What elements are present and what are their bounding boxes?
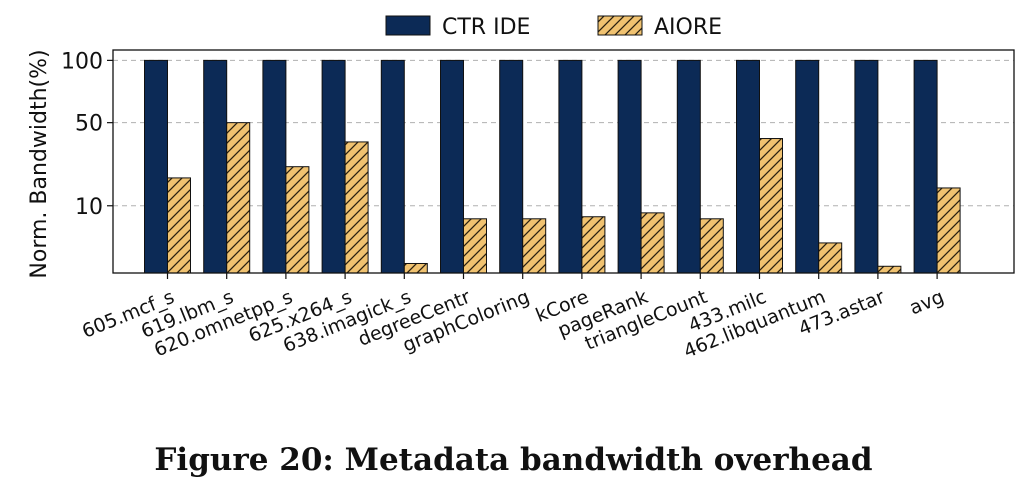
bar-aiore — [463, 218, 487, 274]
bar-ctr-ide — [499, 59, 524, 274]
x-ticks: 605.mcf_s619.lbm_s620.omnetpp_s625.x264_… — [79, 273, 947, 363]
bar-ctr-ide — [321, 59, 346, 274]
bar-ctr-ide — [617, 59, 642, 274]
bar-aiore — [167, 177, 191, 274]
bar-ctr-ide — [854, 59, 879, 274]
legend: CTR IDE AIORE — [385, 15, 722, 40]
y-tick-label: 100 — [61, 49, 103, 74]
bar-ctr-ide — [262, 59, 287, 274]
y-axis-label: Norm. Bandwidth(%) — [27, 49, 52, 278]
bar-aiore — [581, 216, 606, 274]
legend-label: AIORE — [654, 15, 722, 40]
plot-frame — [112, 49, 1015, 274]
bar-aiore — [818, 242, 843, 274]
bar-aiore — [936, 187, 961, 274]
bar-ctr-ide — [795, 59, 820, 274]
y-tick-label: 50 — [75, 112, 103, 137]
bar-aiore — [403, 262, 428, 274]
bars — [144, 59, 961, 274]
figure-caption: Figure 20: Metadata bandwidth overhead — [154, 442, 873, 478]
bar-ctr-ide — [144, 59, 168, 274]
legend-label: CTR IDE — [442, 15, 530, 40]
bar-ctr-ide — [736, 59, 760, 274]
bar-aiore — [344, 141, 369, 274]
x-tick-label: avg — [906, 286, 947, 319]
y-ticks: 10 50 100 — [61, 49, 113, 220]
bar-aiore — [877, 265, 902, 274]
bar-ctr-ide — [913, 59, 938, 274]
legend-swatch — [385, 15, 431, 36]
bar-ctr-ide — [380, 59, 405, 274]
bar-aiore — [699, 218, 724, 274]
bar-aiore — [522, 218, 547, 274]
bar-ctr-ide — [440, 59, 464, 274]
y-tick-label: 10 — [75, 195, 103, 220]
bar-ctr-ide — [676, 59, 701, 274]
bar-aiore — [226, 122, 251, 274]
bar-aiore — [640, 212, 665, 274]
bar-aiore — [285, 166, 310, 274]
bar-ctr-ide — [203, 59, 228, 274]
axes — [112, 49, 1015, 274]
bar-ctr-ide — [558, 59, 583, 274]
legend-swatch — [597, 15, 643, 36]
bar-aiore — [759, 138, 783, 274]
